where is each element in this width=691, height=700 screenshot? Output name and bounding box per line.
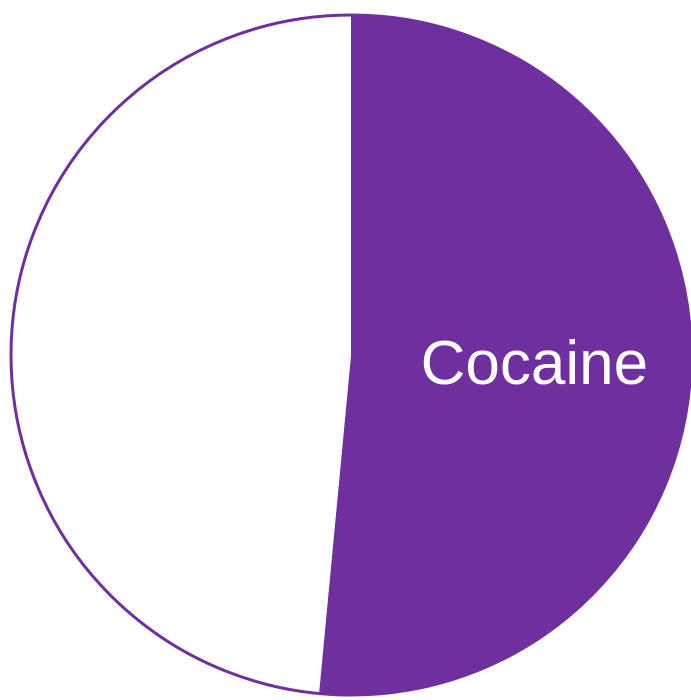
pie-slice-label: Cocaine xyxy=(421,329,648,398)
pie-slice-unlabeled-1 xyxy=(11,15,351,694)
pie-labels: Cocaine xyxy=(421,329,648,398)
pie-slices xyxy=(11,15,691,695)
pie-outline xyxy=(9,13,691,697)
pie-slice-cocaine xyxy=(319,15,691,695)
